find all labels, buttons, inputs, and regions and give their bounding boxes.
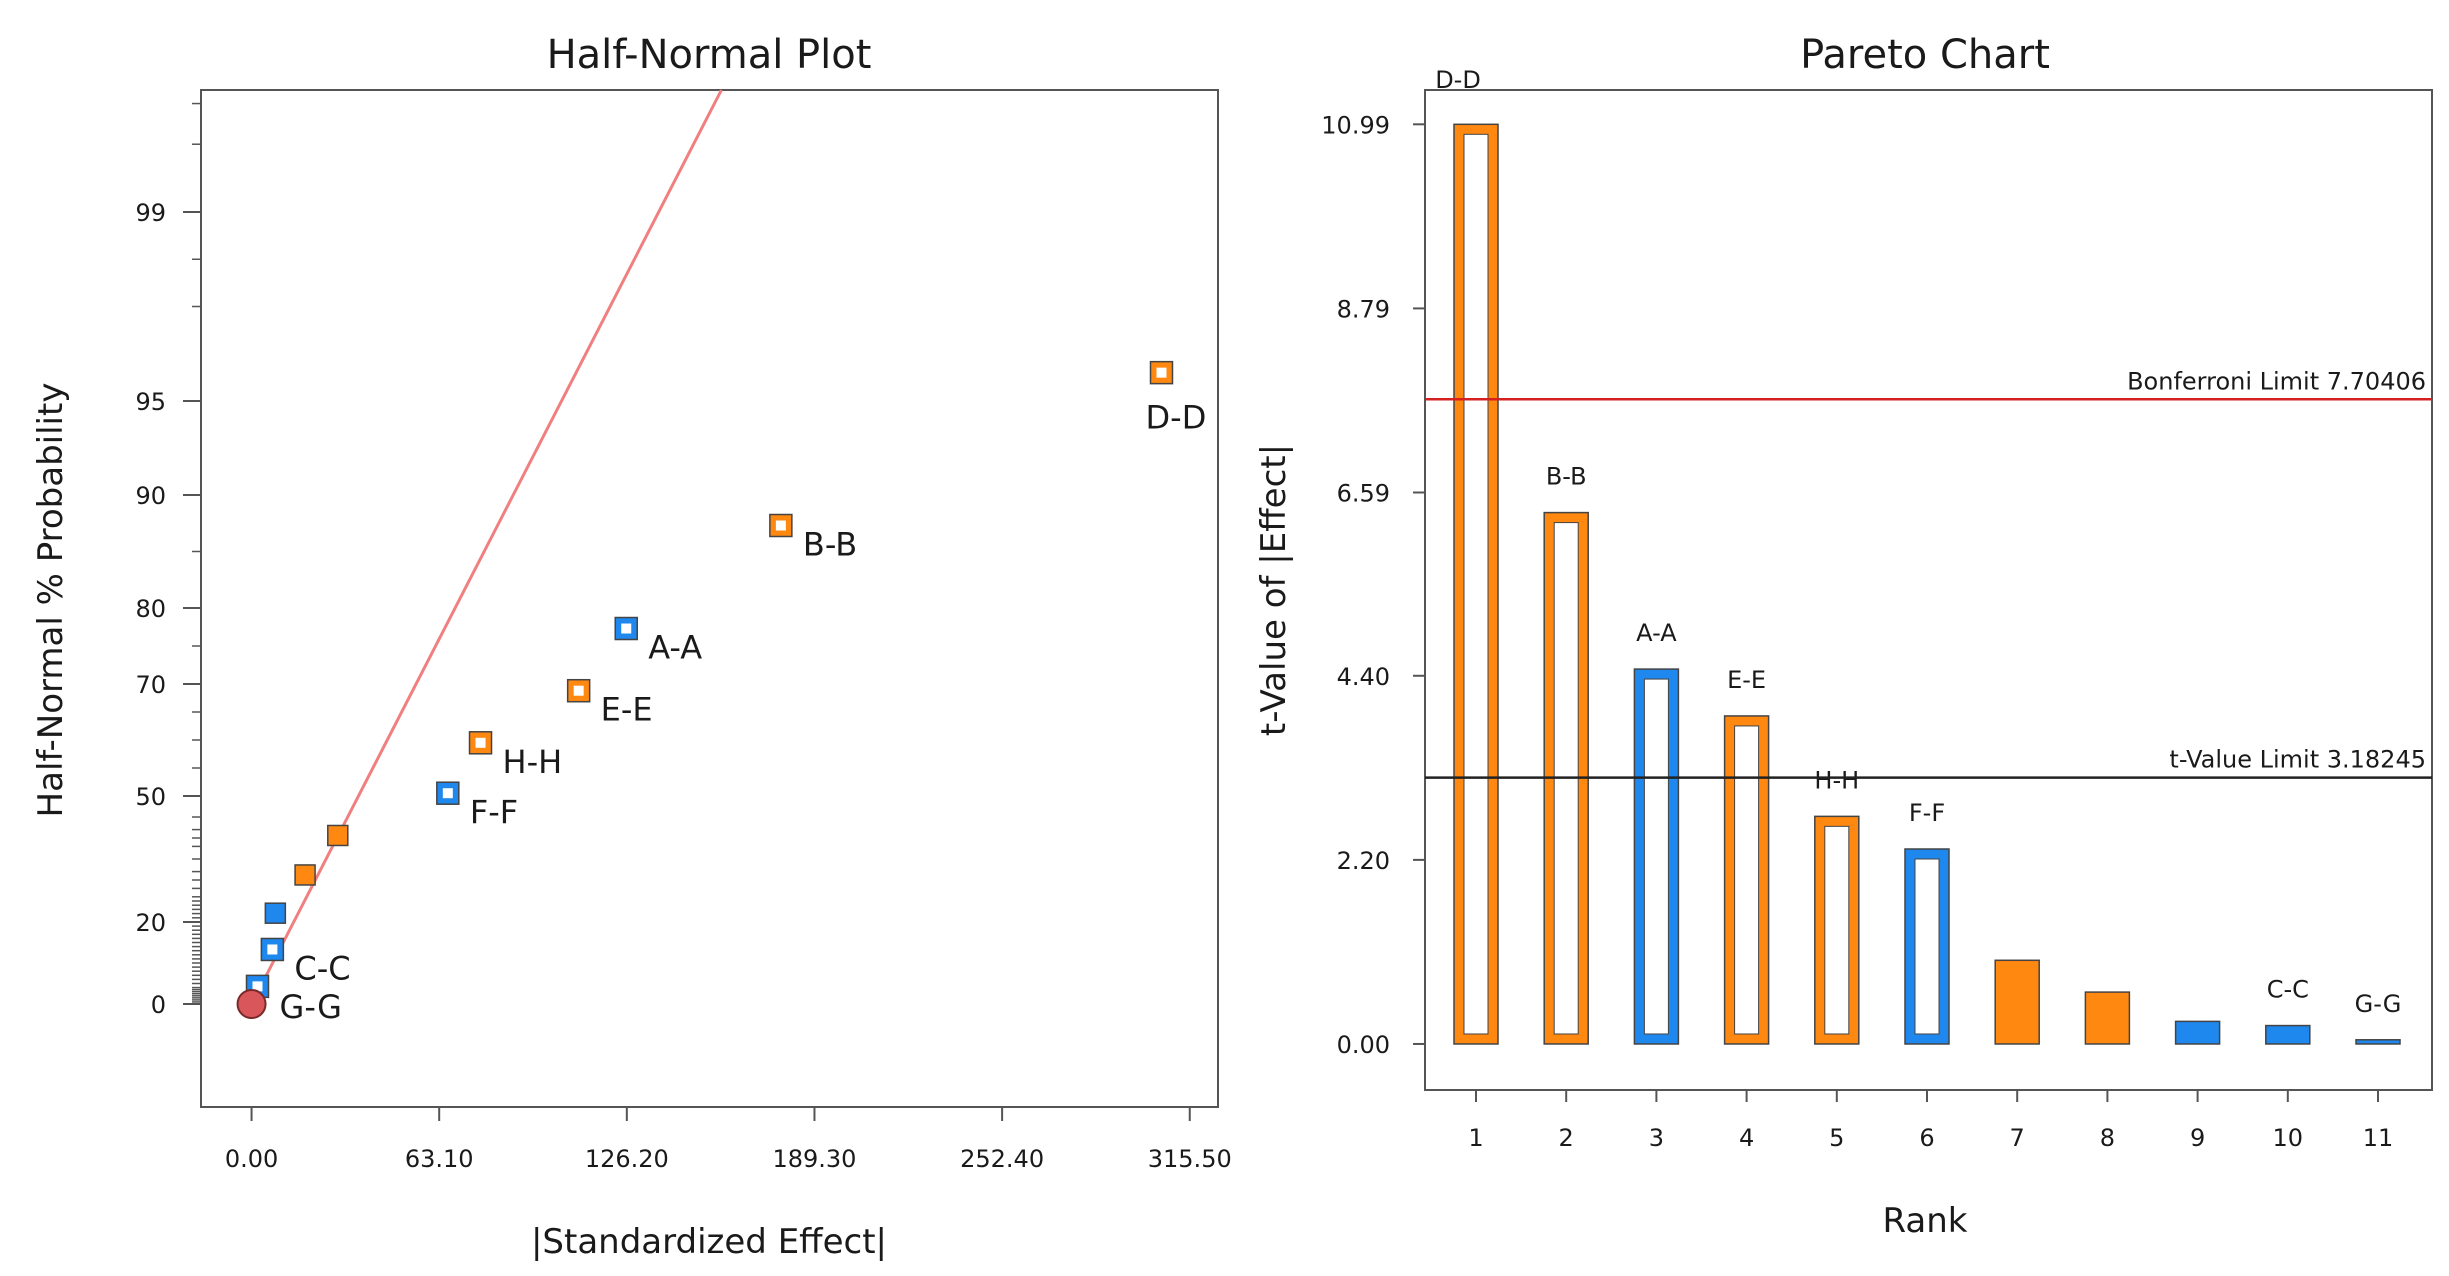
bar-label: F-F [1909,799,1945,827]
bar-label: A-A [1636,619,1677,647]
x-tick-label: 5 [1829,1124,1844,1152]
data-point-center [475,737,486,748]
bar-inner [1734,725,1760,1035]
x-tick-label: 126.20 [585,1145,669,1173]
bar [2355,1039,2401,1045]
x-tick-label: 10 [2273,1124,2304,1152]
x-tick-label: 3 [1649,1124,1664,1152]
bar-label: E-E [1727,666,1766,694]
y-tick-label: 50 [135,783,166,811]
halfnormal-xlabel: |Standardized Effect| [531,1222,887,1262]
y-tick-label: 0 [151,991,166,1019]
x-tick-label: 11 [2363,1124,2394,1152]
data-point-center [573,685,584,696]
data-point-center [252,981,263,992]
halfnormal-plot-frame [200,89,1219,1108]
pareto-title: Pareto Chart [1800,32,2050,78]
bar-label: H-H [1814,766,1859,794]
point-label: E-E [601,691,653,729]
bar [2174,1020,2221,1045]
limit-label: t-Value Limit 3.18245 [2169,746,2426,774]
pareto-plot-frame [1424,89,2433,1091]
y-tick-label: 95 [135,388,166,416]
pareto-ylabel: t-Value of |Effect| [1254,444,1294,736]
y-tick-label: 10.99 [1321,111,1390,139]
y-tick-label: 4.40 [1337,663,1390,691]
bar-label: C-C [2267,976,2309,1004]
pareto-layer: 0.00 2.20 4.40 6.59 8.79 10.99 1 2 3 4 5 6 7 8 9 10 11 D-… [1321,66,2432,1152]
y-tick-label: 8.79 [1337,295,1390,323]
data-point [327,824,349,847]
data-point-center [621,623,632,634]
y-tick-label: 80 [135,595,166,623]
y-tick-label: 99 [135,199,166,227]
x-tick-label: 1 [1468,1124,1483,1152]
y-tick-label: 0.00 [1337,1031,1390,1059]
point-label: D-D [1146,399,1207,437]
y-tick-label: 90 [135,482,166,510]
point-label: B-B [803,526,857,564]
x-tick-label: 6 [1919,1124,1934,1152]
bar-inner [1914,858,1940,1035]
bar-label: D-D [1435,66,1481,94]
y-tick-label: 20 [135,909,166,937]
bar-inner [1824,825,1850,1035]
data-point-center [442,788,453,799]
x-tick-label: 9 [2190,1124,2205,1152]
data-point-center [267,944,278,955]
halfnormal-title: Half-Normal Plot [547,32,872,78]
x-tick-label: 252.40 [960,1145,1044,1173]
bar-label: G-G [2355,990,2402,1018]
data-point [236,989,267,1019]
x-tick-label: 4 [1739,1124,1754,1152]
data-point-center [775,520,786,531]
bar-label: B-B [1546,463,1587,491]
bar [2084,991,2131,1045]
x-tick-label: 189.30 [772,1145,856,1173]
data-point [264,902,287,924]
bar-inner [1463,133,1489,1035]
limit-label: Bonferroni Limit 7.70406 [2127,367,2426,395]
x-tick-label: 7 [2010,1124,2025,1152]
point-label: C-C [294,949,350,987]
y-tick-label: 2.20 [1337,847,1390,875]
halfnormal-layer: 0 20 50 70 80 90 95 99 0.00 63.10 126.20 189.30 252.… [135,89,1232,1173]
bar-inner [1643,678,1669,1035]
x-tick-label: 315.50 [1148,1145,1232,1173]
x-tick-label: 0.00 [225,1145,278,1173]
bar [1994,959,2040,1045]
pareto-xlabel: Rank [1883,1201,1968,1241]
halfnormal-ylabel: Half-Normal % Probability [31,383,71,818]
x-tick-label: 63.10 [405,1145,474,1173]
bar [2265,1024,2311,1045]
x-tick-label: 8 [2100,1124,2115,1152]
point-label: A-A [648,629,702,667]
data-point-center [1156,367,1167,378]
data-point [294,864,316,886]
y-tick-label: 70 [135,671,166,699]
point-label: F-F [470,793,518,831]
point-label: H-H [503,743,563,781]
x-tick-label: 2 [1559,1124,1574,1152]
y-tick-label: 6.59 [1337,480,1390,508]
point-label: G-G [280,988,342,1026]
reference-line [250,89,723,1005]
